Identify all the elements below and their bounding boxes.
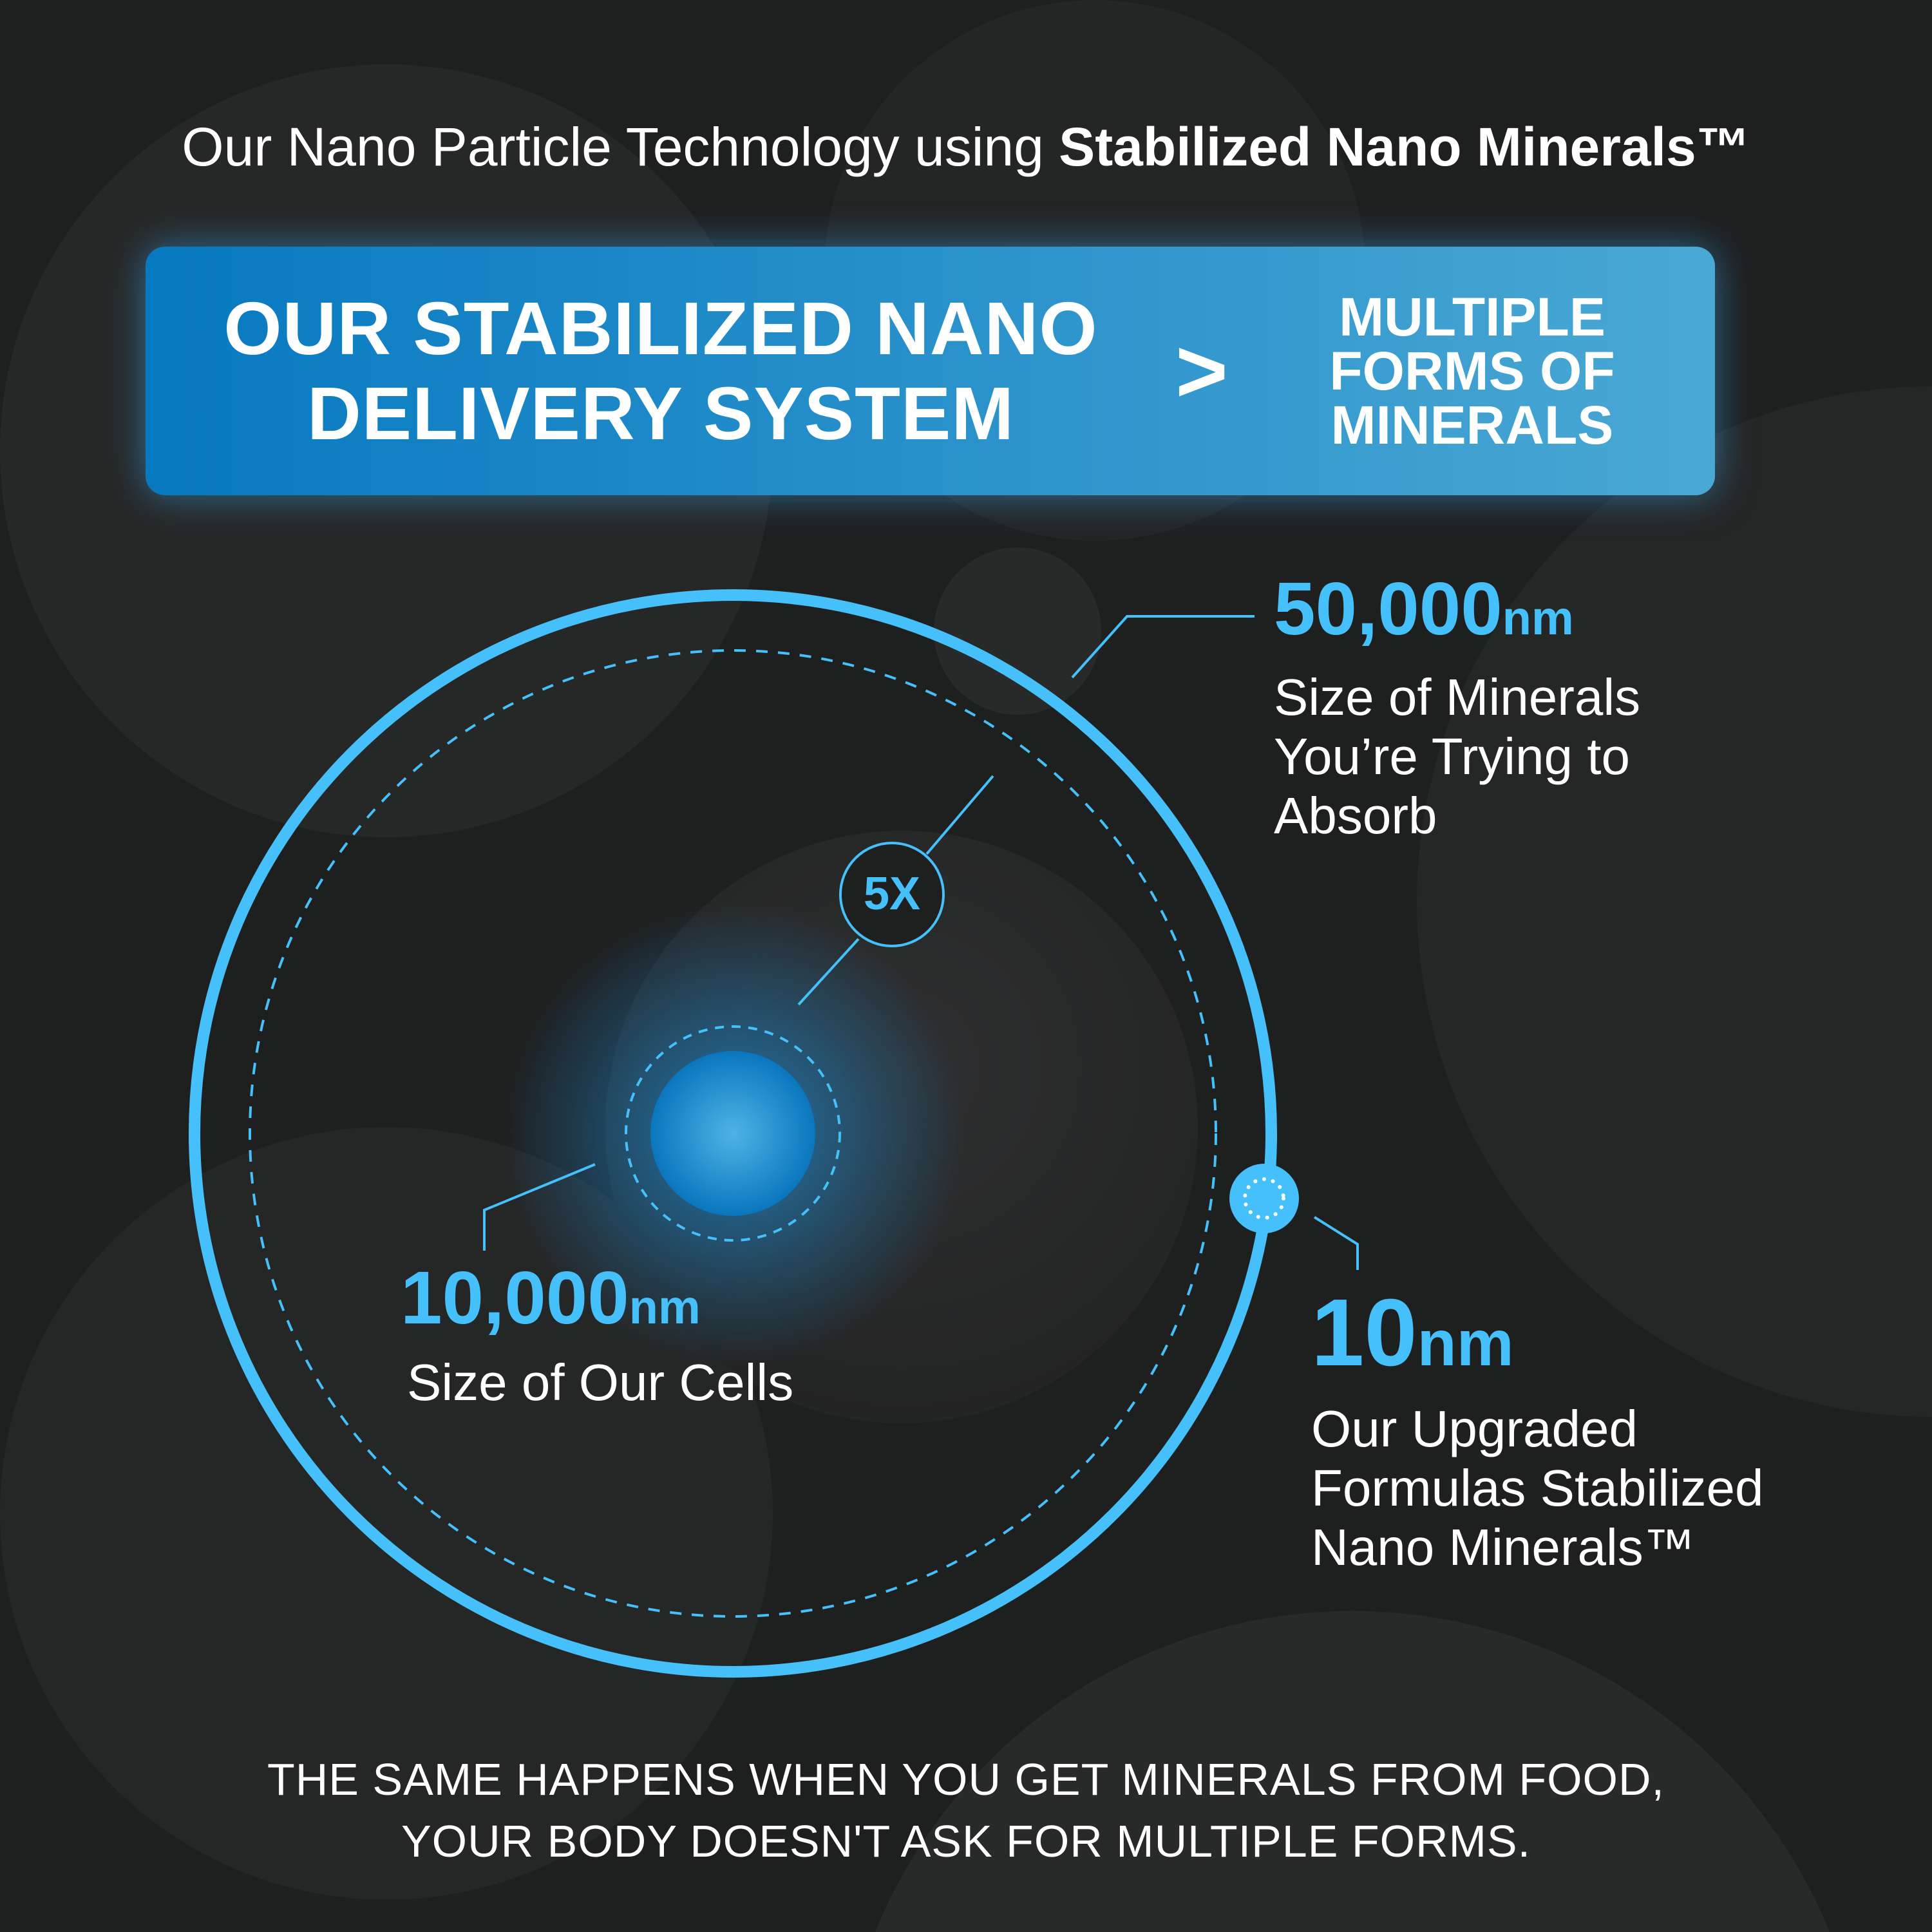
footer-line: YOUR BODY DOESN'T ASK FOR MULTIPLE FORMS… <box>401 1816 1531 1866</box>
minerals-unit: nm <box>1502 591 1574 645</box>
minerals-size-circle <box>189 589 1277 1678</box>
nano-callout: 10nm Our Upgraded Formulas Stabilized Na… <box>1311 1278 1764 1577</box>
banner-left: OUR STABILIZED NANO DELIVERY SYSTEM <box>146 247 1176 495</box>
cell-circle <box>650 1051 815 1216</box>
nano-desc-line: Formulas Stabilized <box>1311 1459 1764 1517</box>
nano-desc-line: Our Upgraded <box>1311 1400 1638 1457</box>
banner-right-line: MINERALS <box>1331 395 1614 455</box>
minerals-desc-line: Size of Minerals <box>1274 668 1641 726</box>
minerals-callout: 50,000nm Size of Minerals You’re Trying … <box>1274 567 1640 846</box>
header-prefix: Our Nano Particle Technology using <box>182 117 1059 177</box>
nano-particle-dotted-ring <box>1243 1177 1285 1220</box>
nano-desc-line: Nano Minerals™ <box>1311 1519 1695 1576</box>
nano-particle-dot <box>1229 1164 1299 1233</box>
ratio-label: 5X <box>863 868 921 920</box>
cell-dashed-circle <box>625 1025 841 1242</box>
inner-dashed-circle <box>249 649 1217 1618</box>
nano-unit: nm <box>1417 1307 1514 1379</box>
footer-line: THE SAME HAPPENS WHEN YOU GET MINERALS F… <box>267 1754 1665 1804</box>
ratio-circle <box>839 842 945 947</box>
minerals-value: 50,000 <box>1274 567 1502 650</box>
footer-text: THE SAME HAPPENS WHEN YOU GET MINERALS F… <box>0 1748 1932 1872</box>
minerals-desc-line: Absorb <box>1274 787 1437 844</box>
banner-left-line: OUR STABILIZED NANO <box>223 287 1098 370</box>
nano-value: 10 <box>1311 1280 1417 1386</box>
leader-lines <box>483 615 1359 1270</box>
header-title: Our Nano Particle Technology using Stabi… <box>0 116 1932 178</box>
cells-unit: nm <box>629 1280 701 1334</box>
banner-left-line: DELIVERY SYSTEM <box>307 372 1014 455</box>
banner-right-line: MULTIPLE <box>1339 287 1605 347</box>
cells-desc-line: Size of Our Cells <box>407 1354 794 1411</box>
banner-right-line: FORMS OF <box>1329 341 1615 401</box>
cells-value: 10,000 <box>401 1256 629 1340</box>
cells-callout: 10,000nm Size of Our Cells <box>401 1256 793 1412</box>
banner-right: MULTIPLE FORMS OF MINERALS <box>1266 247 1678 495</box>
comparison-banner: OUR STABILIZED NANO DELIVERY SYSTEM > MU… <box>146 247 1715 495</box>
greater-than-symbol: > <box>1175 320 1228 421</box>
minerals-desc-line: You’re Trying to <box>1274 728 1630 785</box>
header-bold: Stabilized Nano Minerals™ <box>1059 117 1750 177</box>
